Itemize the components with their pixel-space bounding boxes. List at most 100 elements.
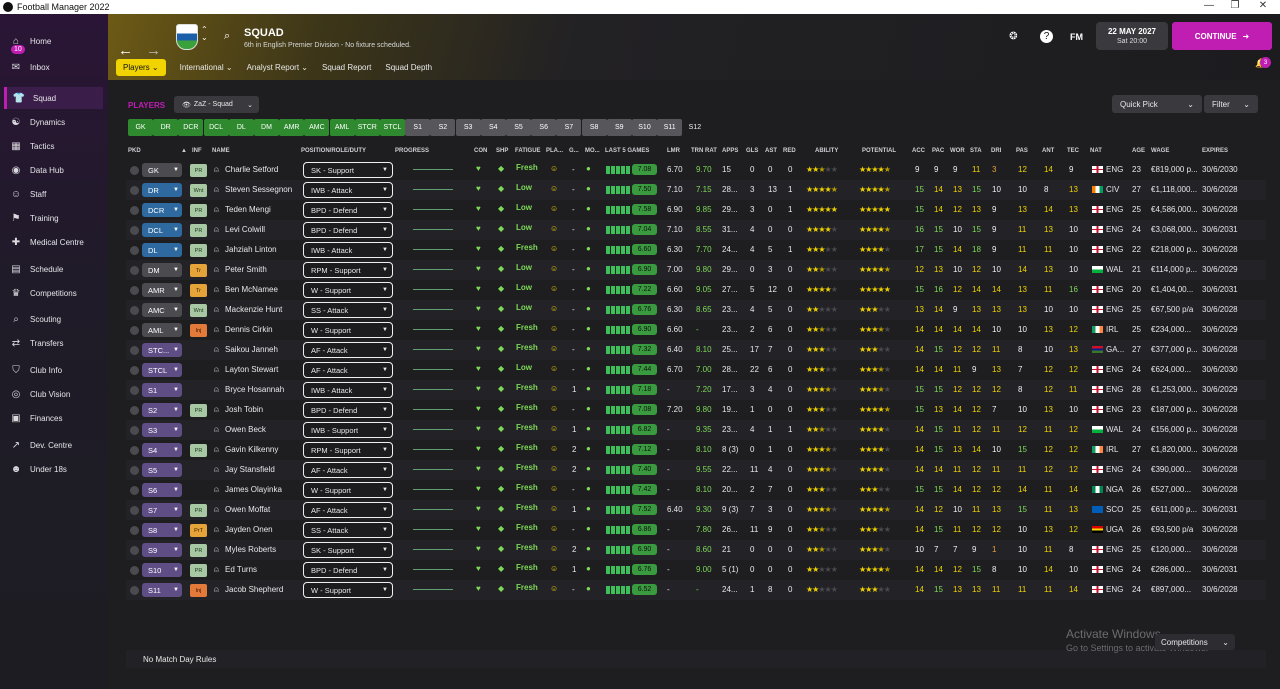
status-badge[interactable]: PR [190,544,207,557]
role-selector[interactable]: SK - Support ▼ [303,162,393,178]
player-name[interactable]: Myles Roberts [225,545,277,554]
club-crest-icon[interactable] [176,24,198,50]
player-name[interactable]: Layton Stewart [225,365,279,374]
table-row[interactable]: S3 ▼ ⍝ Owen Beck IWB - Support ▼ ♥ ◆ Fresh ☺ 1 ● 6.8… [126,420,1266,440]
sidebar-item-training[interactable]: ⚑ Training [4,207,103,229]
position-selector[interactable]: AML ▼ [142,323,182,337]
status-badge[interactable]: Inj [190,324,207,337]
column-header[interactable]: SHP [496,148,509,154]
player-name[interactable]: Jacob Shepherd [225,585,284,594]
competitions-dropdown[interactable]: Competitions ⌄ [1155,634,1235,650]
table-row[interactable]: S2 ▼ PR ⍝ Josh Tobin BPD - Defend ▼ ♥ ◆ Fresh ☺ - ● 7… [126,400,1266,420]
status-badge[interactable]: Tr [190,284,207,297]
role-selector[interactable]: W - Support ▼ [303,282,393,298]
position-filter-stcr[interactable]: STCR [354,119,380,136]
pick-toggle[interactable] [130,246,139,255]
tab-squad-report[interactable]: Squad Report [322,63,371,72]
column-header[interactable]: RED [783,148,796,154]
pick-toggle[interactable] [130,186,139,195]
column-header[interactable]: WAGE [1151,148,1170,154]
column-header[interactable]: PAC [932,148,945,154]
position-selector[interactable]: S4 ▼ [142,443,182,457]
status-badge[interactable]: PR [190,204,207,217]
player-name[interactable]: Owen Moffat [225,505,271,514]
role-selector[interactable]: RPM - Support ▼ [303,442,393,458]
pick-toggle[interactable] [130,546,139,555]
nationality[interactable]: UGA [1092,525,1123,534]
role-selector[interactable]: IWB - Attack ▼ [303,182,393,198]
position-selector[interactable]: DR ▼ [142,183,182,197]
role-selector[interactable]: IWB - Attack ▼ [303,382,393,398]
tab-squad-depth[interactable]: Squad Depth [385,63,432,72]
status-badge[interactable]: Wnt [190,184,207,197]
column-header[interactable]: MO... [585,148,600,154]
column-header[interactable]: ANT [1042,148,1055,154]
column-header[interactable]: AGE [1132,148,1146,154]
sidebar-item-tactics[interactable]: ▦ Tactics [4,135,103,157]
player-name[interactable]: Jayden Onen [225,525,273,534]
position-filter-s6[interactable]: S6 [531,119,557,136]
position-filter-gk[interactable]: GK [128,119,153,136]
help-icon[interactable]: ? [1040,30,1053,43]
table-row[interactable]: S9 ▼ PR ⍝ Myles Roberts SK - Support ▼ ♥ ◆ Fresh ☺… [126,540,1266,560]
role-selector[interactable]: IWB - Support ▼ [303,422,393,438]
position-selector[interactable]: S8 ▼ [142,523,182,537]
position-selector[interactable]: DM ▼ [142,263,182,277]
role-selector[interactable]: BPD - Defend ▼ [303,402,393,418]
position-filter-dm[interactable]: DM [254,119,279,136]
table-row[interactable]: DM ▼ Tr ⍝ Peter Smith RPM - Support ▼ ♥ ◆ Low ☺ - ● 6… [126,260,1266,280]
status-badge[interactable]: PR [190,504,207,517]
sidebar-item-staff[interactable]: ☺ Staff [4,183,103,205]
player-name[interactable]: Ed Turns [225,565,258,574]
position-filter-aml[interactable]: AML [329,119,355,136]
position-filter-dl[interactable]: DL [228,119,254,136]
position-selector[interactable]: S10 ▼ [142,563,182,577]
position-selector[interactable]: S6 ▼ [142,483,182,497]
player-name[interactable]: Charlie Setford [225,165,279,174]
column-header[interactable]: LAST 5 GAMES [605,148,650,154]
role-selector[interactable]: AF - Attack ▼ [303,502,393,518]
position-selector[interactable]: S9 ▼ [142,543,182,557]
nationality[interactable]: CIV [1092,185,1119,194]
quick-pick-button[interactable]: Quick Pick ⌄ [1112,95,1202,113]
position-selector[interactable]: S5 ▼ [142,463,182,477]
column-header[interactable]: PLA... [546,148,564,154]
column-header[interactable]: PROGRESS [395,148,430,154]
column-header[interactable]: AST [765,148,777,154]
role-selector[interactable]: IWB - Attack ▼ [303,242,393,258]
table-row[interactable]: S1 ▼ ⍝ Bryce Hosannah IWB - Attack ▼ ♥ ◆ Fresh ☺ 1… [126,380,1266,400]
player-name[interactable]: Steven Sessegnon [225,185,293,194]
position-selector[interactable]: STCL ▼ [142,363,182,377]
table-row[interactable]: S6 ▼ ⍝ James Olayinka W - Support ▼ ♥ ◆ Fresh ☺ - ●… [126,480,1266,500]
fm-menu-button[interactable]: FM [1070,31,1083,42]
column-header[interactable]: PAS [1016,148,1028,154]
continue-button[interactable]: CONTINUE ➜ [1172,22,1272,50]
pick-toggle[interactable] [130,166,139,175]
column-header[interactable]: ACC [912,148,925,154]
position-filter-dcl[interactable]: DCL [203,119,229,136]
pick-toggle[interactable] [130,526,139,535]
pick-toggle[interactable] [130,506,139,515]
position-filter-s10[interactable]: S10 [632,119,657,136]
club-switch-icon[interactable]: ⌃ ⌄ [201,25,208,42]
table-row[interactable]: AMC ▼ Wnt ⍝ Mackenzie Hunt SS - Attack ▼ ♥ ◆ Low ☺… [126,300,1266,320]
pick-toggle[interactable] [130,266,139,275]
column-header[interactable]: APPS [722,148,739,154]
table-row[interactable]: DCL ▼ PR ⍝ Levi Colwill BPD - Defend ▼ ♥ ◆ Low ☺ - ●… [126,220,1266,240]
pick-toggle[interactable] [130,486,139,495]
status-badge[interactable]: Inj [190,584,207,597]
sidebar-item-dev-centre[interactable]: ↗ Dev. Centre [4,434,103,456]
position-filter-s4[interactable]: S4 [480,119,506,136]
nationality[interactable]: ENG [1092,165,1123,174]
sidebar-item-data-hub[interactable]: ◉ Data Hub [4,159,103,181]
player-name[interactable]: Jay Stansfield [225,465,275,474]
view-select[interactable]: 👁 ZaZ - Squad ⌄ [174,96,259,113]
sidebar-item-schedule[interactable]: ▤ Schedule [4,258,103,280]
player-name[interactable]: Bryce Hosannah [225,385,285,394]
close-icon[interactable]: ✕ [1258,0,1268,11]
table-row[interactable]: STCL ▼ ⍝ Layton Stewart AF - Attack ▼ ♥ ◆ Low ☺ - ●… [126,360,1266,380]
nationality[interactable]: ENG [1092,465,1123,474]
column-header[interactable]: TRN RAT [691,148,717,154]
table-row[interactable]: STC... ▼ ⍝ Saikou Janneh AF - Attack ▼ ♥ ◆ Fresh… [126,340,1266,360]
position-filter-s11[interactable]: S11 [657,119,683,136]
